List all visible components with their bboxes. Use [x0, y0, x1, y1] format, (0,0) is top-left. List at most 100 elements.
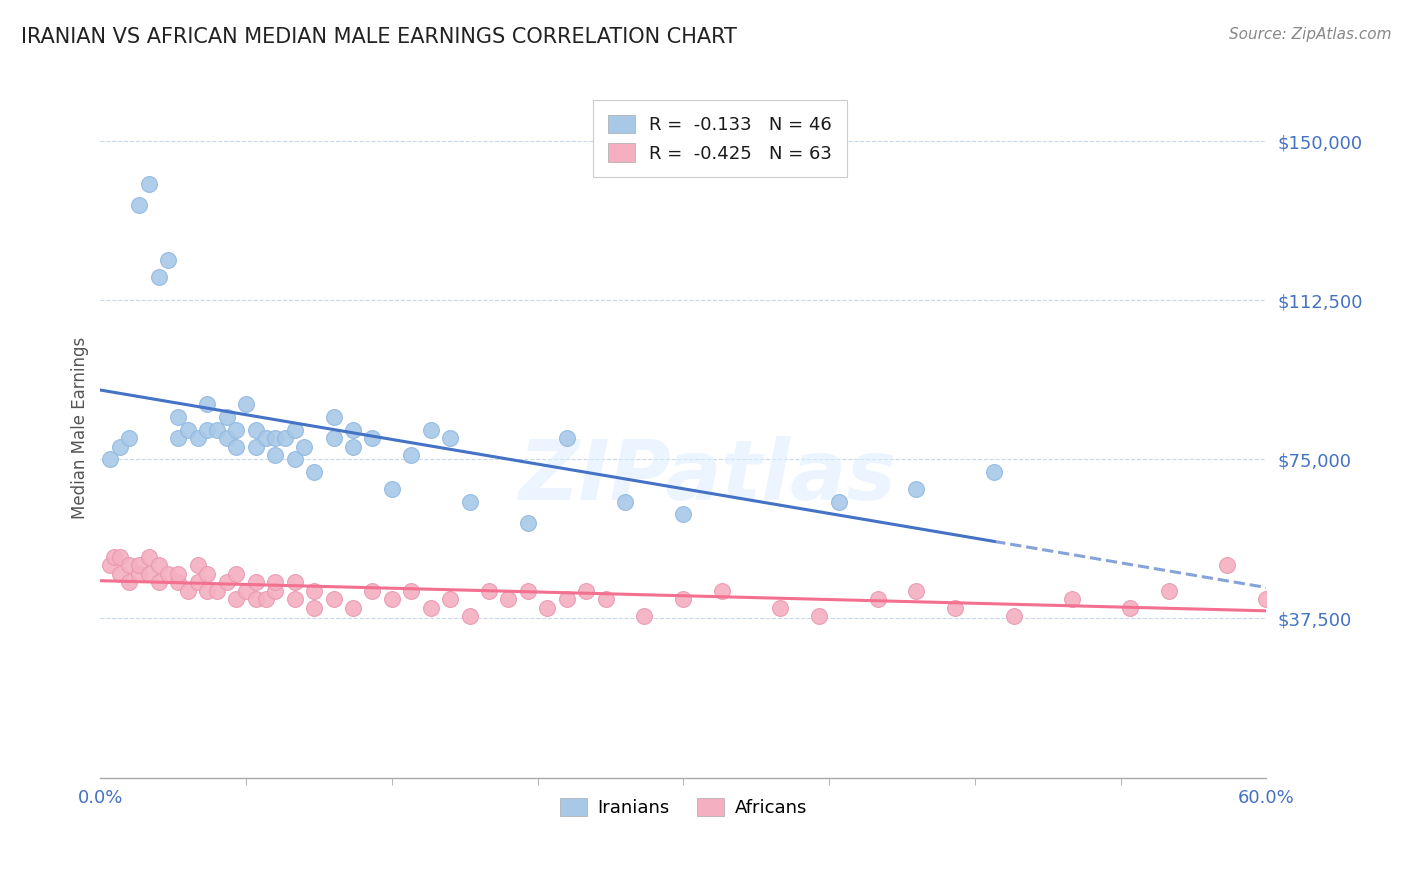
Point — [108, 549, 131, 564]
Point — [157, 566, 180, 581]
Point — [633, 609, 655, 624]
Point — [342, 423, 364, 437]
Point — [245, 423, 267, 437]
Point — [177, 583, 200, 598]
Point — [108, 566, 131, 581]
Point — [103, 549, 125, 564]
Point — [167, 575, 190, 590]
Point — [205, 423, 228, 437]
Point — [516, 516, 538, 530]
Point — [361, 583, 384, 598]
Text: ZIPatlas: ZIPatlas — [517, 436, 896, 517]
Point — [284, 452, 307, 467]
Point — [419, 600, 441, 615]
Point — [381, 592, 404, 607]
Point — [983, 465, 1005, 479]
Point — [1119, 600, 1142, 615]
Point — [342, 600, 364, 615]
Point — [555, 431, 578, 445]
Point — [138, 549, 160, 564]
Point — [225, 566, 247, 581]
Point — [284, 575, 307, 590]
Point — [711, 583, 734, 598]
Point — [536, 600, 558, 615]
Point — [292, 440, 315, 454]
Point — [167, 409, 190, 424]
Point — [478, 583, 501, 598]
Point — [866, 592, 889, 607]
Point — [98, 558, 121, 573]
Point — [148, 575, 170, 590]
Point — [555, 592, 578, 607]
Point — [138, 566, 160, 581]
Point — [205, 583, 228, 598]
Point — [186, 431, 208, 445]
Point — [808, 609, 831, 624]
Point — [905, 482, 928, 496]
Point — [195, 566, 218, 581]
Point — [498, 592, 520, 607]
Point — [302, 465, 325, 479]
Point — [225, 423, 247, 437]
Point — [245, 592, 267, 607]
Text: Source: ZipAtlas.com: Source: ZipAtlas.com — [1229, 27, 1392, 42]
Point — [439, 431, 461, 445]
Point — [186, 558, 208, 573]
Point — [1060, 592, 1083, 607]
Point — [575, 583, 598, 598]
Point — [195, 423, 218, 437]
Point — [401, 583, 423, 598]
Point — [458, 609, 481, 624]
Point — [254, 431, 277, 445]
Point — [458, 495, 481, 509]
Point — [828, 495, 851, 509]
Point — [284, 423, 307, 437]
Point — [118, 558, 141, 573]
Point — [1256, 592, 1278, 607]
Point — [672, 508, 695, 522]
Point — [177, 423, 200, 437]
Point — [1002, 609, 1025, 624]
Point — [245, 575, 267, 590]
Point — [215, 575, 238, 590]
Point — [1159, 583, 1181, 598]
Point — [215, 409, 238, 424]
Point — [322, 431, 344, 445]
Point — [302, 600, 325, 615]
Point — [322, 409, 344, 424]
Point — [186, 575, 208, 590]
Point — [264, 583, 287, 598]
Text: IRANIAN VS AFRICAN MEDIAN MALE EARNINGS CORRELATION CHART: IRANIAN VS AFRICAN MEDIAN MALE EARNINGS … — [21, 27, 737, 46]
Point — [148, 269, 170, 284]
Point — [284, 592, 307, 607]
Point — [264, 448, 287, 462]
Point — [225, 592, 247, 607]
Y-axis label: Median Male Earnings: Median Male Earnings — [72, 336, 89, 518]
Legend: Iranians, Africans: Iranians, Africans — [553, 790, 814, 824]
Point — [439, 592, 461, 607]
Point — [138, 177, 160, 191]
Point — [235, 583, 257, 598]
Point — [118, 431, 141, 445]
Point — [245, 440, 267, 454]
Point — [157, 252, 180, 267]
Point — [264, 431, 287, 445]
Point — [1216, 558, 1239, 573]
Point — [943, 600, 966, 615]
Point — [274, 431, 297, 445]
Point — [215, 431, 238, 445]
Point — [302, 583, 325, 598]
Point — [148, 558, 170, 573]
Point — [98, 452, 121, 467]
Point — [595, 592, 617, 607]
Point — [516, 583, 538, 598]
Point — [195, 397, 218, 411]
Point — [195, 583, 218, 598]
Point — [167, 566, 190, 581]
Point — [614, 495, 637, 509]
Point — [342, 440, 364, 454]
Point — [264, 575, 287, 590]
Point — [128, 566, 150, 581]
Point — [225, 440, 247, 454]
Point — [235, 397, 257, 411]
